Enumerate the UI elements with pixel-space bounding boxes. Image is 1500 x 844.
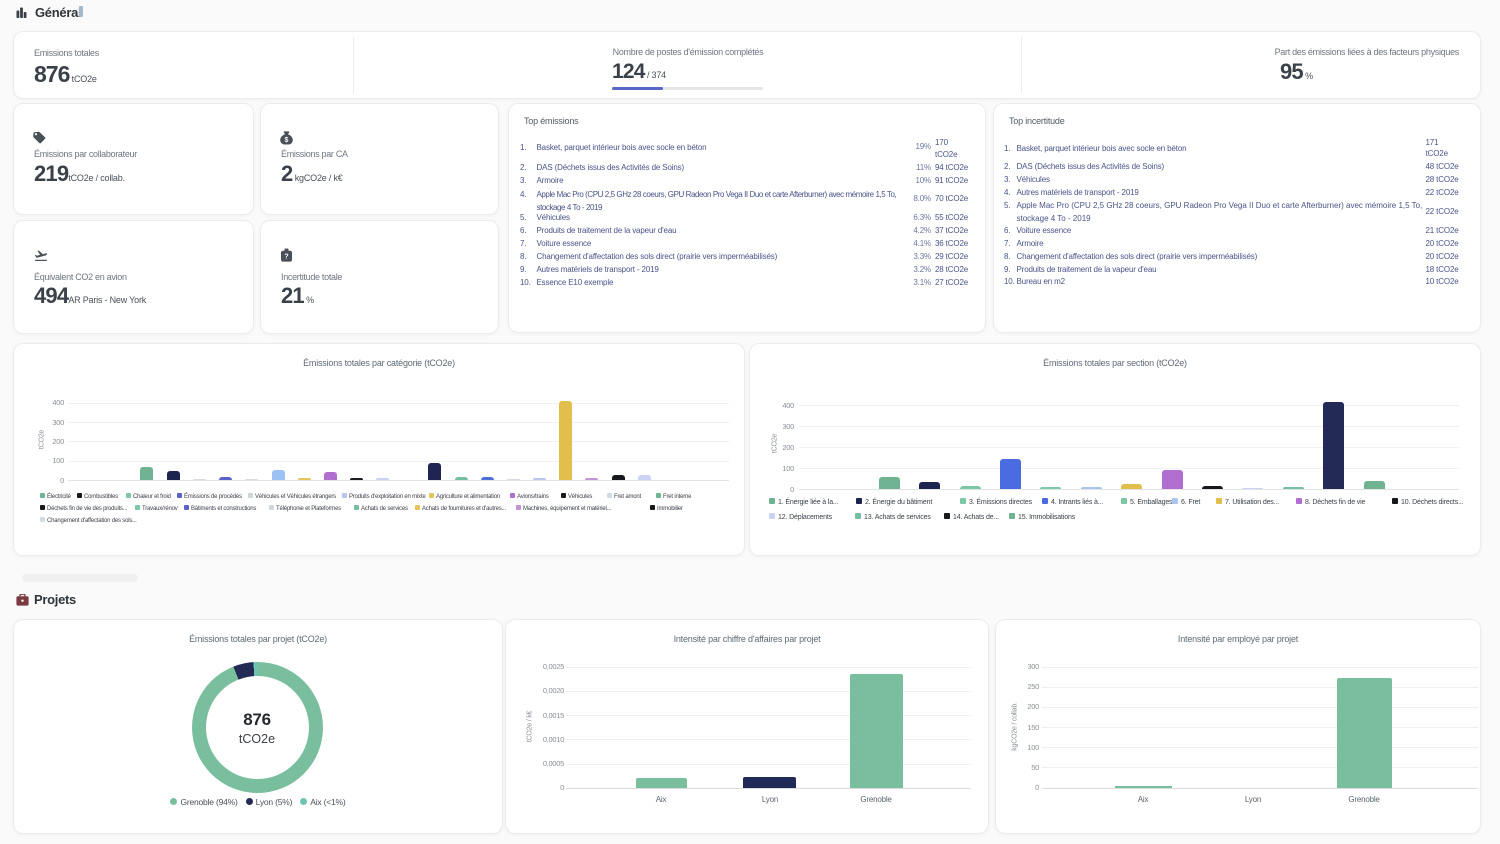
svg-text:?: ?	[284, 254, 288, 261]
svg-text:$: $	[285, 137, 289, 144]
